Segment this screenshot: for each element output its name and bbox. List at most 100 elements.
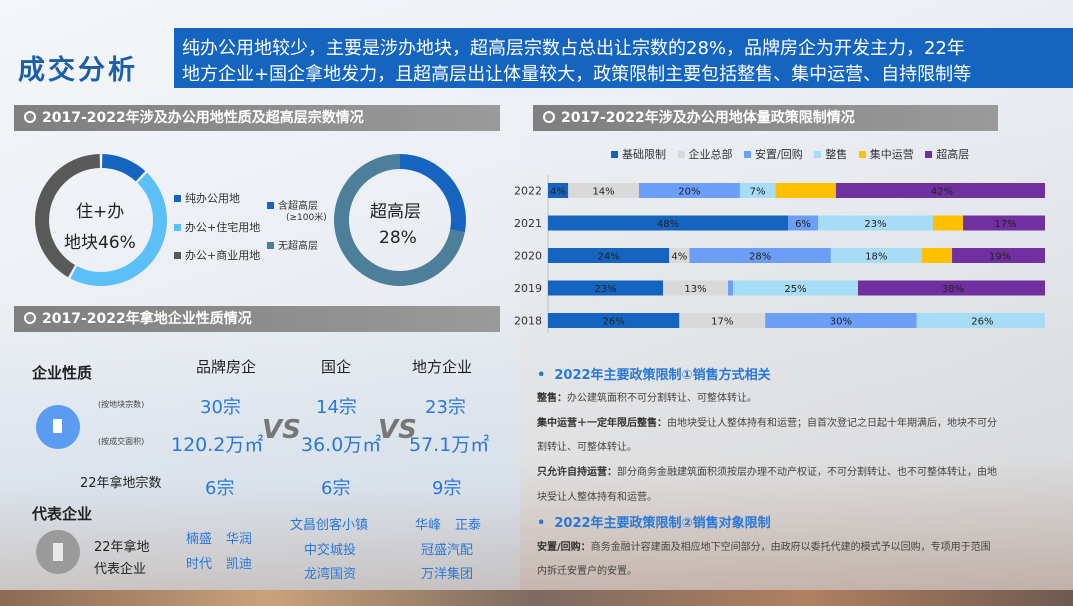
rep-label-2: 代表企业 <box>94 562 147 577</box>
local-count: 23宗 <box>425 397 466 418</box>
policy-heading-1: • 2022年主要政策限制①销售方式相关 <box>537 368 771 383</box>
data-label: 24% <box>597 252 619 263</box>
bar-segment <box>679 313 766 328</box>
policy-item-2-cont: 割转让、可整体转让。 <box>537 442 637 453</box>
legend-item-super: 超高层 <box>925 148 969 161</box>
summary-line-1: 纯办公用地较少，主要是涉办地块，超高层宗数占总出让宗数的28%，品牌房企为开发主… <box>182 38 965 59</box>
data-label: 23% <box>594 284 616 295</box>
type-brand: 品牌房企 <box>196 358 257 376</box>
y-tick-label: 2019 <box>514 282 542 295</box>
bar-segment <box>548 248 670 263</box>
background-strip <box>0 590 1073 606</box>
data-label: 17% <box>711 317 733 328</box>
bar-segment <box>818 215 933 231</box>
building-icon <box>36 530 80 574</box>
rep-brand-2: 华润 <box>226 532 253 547</box>
bar-segment <box>733 280 858 296</box>
rep-local-2: 正泰 <box>455 518 482 533</box>
section-header-land-nature: 2017-2022年涉及办公用地性质及超高层宗数情况 <box>14 105 500 131</box>
data-label: 7% <box>750 187 766 198</box>
legend-item-office-residential: 办公+住宅用地 <box>174 219 260 235</box>
by-count-label: (按地块宗数) <box>98 400 145 409</box>
bar-segment <box>669 248 690 263</box>
bar-segment <box>830 248 922 263</box>
y-tick-label: 2020 <box>514 250 542 263</box>
legend-item-pure-office: 纯办公用地 <box>174 190 240 206</box>
bar-segment <box>933 215 963 231</box>
bar-segment <box>858 280 1045 296</box>
rep-brand-1: 楠盛 <box>186 532 213 547</box>
summary-line-2: 地方企业+国企拿地发力，且超高层出让体量较大，政策限制主要包括整售、集中运营、自… <box>182 64 972 85</box>
section-title: 2017-2022年拿地企业性质情况 <box>42 311 252 327</box>
policy-item-3: 只允许自持运营：部分商务金融建筑面积须按层办理不动产权证，不可分割转让、也不可整… <box>537 467 997 478</box>
rep-local-4: 万洋集团 <box>421 567 474 582</box>
slice-with-super-high <box>400 154 466 233</box>
bar-segment <box>548 183 569 198</box>
policy-item-3-cont: 块受让人整体持有和运营。 <box>537 492 657 503</box>
donut2-center-line2: 28% <box>379 228 417 248</box>
legend-item-central: 集中运营 <box>858 148 914 161</box>
data-label: 4% <box>671 252 687 263</box>
data-label: 14% <box>592 187 614 198</box>
bar-segment <box>963 215 1045 231</box>
bar-segment <box>952 248 1045 263</box>
bar-segment <box>548 313 680 328</box>
section-header-enterprise: 2017-2022年拿地企业性质情况 <box>14 306 500 332</box>
page-title: 成交分析 <box>18 55 138 86</box>
data-label: 6% <box>795 219 811 230</box>
bar-segment <box>728 280 733 296</box>
policy-item-1: 整售：办公建筑面积不可分割转让、可整体转让。 <box>537 393 757 404</box>
rep-state-3: 龙湾国资 <box>304 567 357 582</box>
section-title: 2017-2022年涉及办公用地性质及超高层宗数情况 <box>42 110 364 126</box>
slice-office-commercial <box>34 154 100 278</box>
legend-item-basic: 基础限制 <box>611 148 666 161</box>
brand-22: 6宗 <box>205 478 235 499</box>
legend-item-office-commercial: 办公+商业用地 <box>174 247 260 263</box>
data-label: 17% <box>994 219 1016 230</box>
data-label: 26% <box>971 317 993 328</box>
summary-banner: 纯办公用地较少，主要是涉办地块，超高层宗数占总出让宗数的28%，品牌房企为开发主… <box>174 28 1073 88</box>
section-title: 2017-2022年涉及办公用地体量政策限制情况 <box>561 110 855 126</box>
type-local: 地方企业 <box>412 358 473 376</box>
data-label: 38% <box>942 284 964 295</box>
data-label: 19% <box>989 252 1011 263</box>
local-area: 57.1万㎡ <box>409 434 490 456</box>
brand-count: 30宗 <box>200 397 241 418</box>
policy-item-2: 集中运营＋一定年限后整售：由地块受让人整体持有和运营；自首次登记之日起十年期满后… <box>537 418 997 429</box>
bullet-icon <box>543 111 555 123</box>
data-label: 30% <box>830 317 852 328</box>
legend-item-no-super-high: 无超高层 <box>267 237 318 252</box>
bar-segment <box>663 280 728 296</box>
legend-note: (≥100米) <box>286 213 327 223</box>
bar-legend: 基础限制 企业总部 安置/回购 整售 集中运营 超高层 <box>611 146 977 162</box>
document-icon <box>36 405 80 449</box>
donut-charts <box>34 154 466 286</box>
bar-segment <box>548 280 663 296</box>
row22-label: 22年拿地宗数 <box>80 476 162 491</box>
data-label: 18% <box>865 252 887 263</box>
bar-segment <box>638 183 740 198</box>
data-label: 4% <box>550 187 566 198</box>
data-label: 42% <box>931 187 953 198</box>
data-label: 25% <box>784 284 806 295</box>
data-label: 28% <box>749 252 771 263</box>
type-state: 国企 <box>321 358 352 376</box>
section-header-policy: 2017-2022年涉及办公用地体量政策限制情况 <box>533 105 998 131</box>
enterprise-type-header: 企业性质 <box>32 364 93 382</box>
data-label: 13% <box>684 284 706 295</box>
rep-enterprise-header: 代表企业 <box>32 505 93 523</box>
policy-heading-2: • 2022年主要政策限制②销售对象限制 <box>537 516 771 531</box>
vs-label-1: VS <box>262 415 301 445</box>
bar-segment <box>568 183 639 198</box>
bar-segment <box>788 215 818 231</box>
y-tick-label: 2021 <box>514 217 542 230</box>
legend-item-with-super-high: 含超高层 <box>267 197 318 212</box>
bar-segment <box>916 313 1045 328</box>
bullet-icon <box>24 312 36 324</box>
bar-segment <box>775 183 836 198</box>
data-label: 20% <box>678 187 700 198</box>
background-right <box>520 120 1073 606</box>
y-tick-label: 2022 <box>514 185 542 198</box>
rep-local-1: 华峰 <box>415 518 442 533</box>
local-22: 9宗 <box>432 478 462 499</box>
